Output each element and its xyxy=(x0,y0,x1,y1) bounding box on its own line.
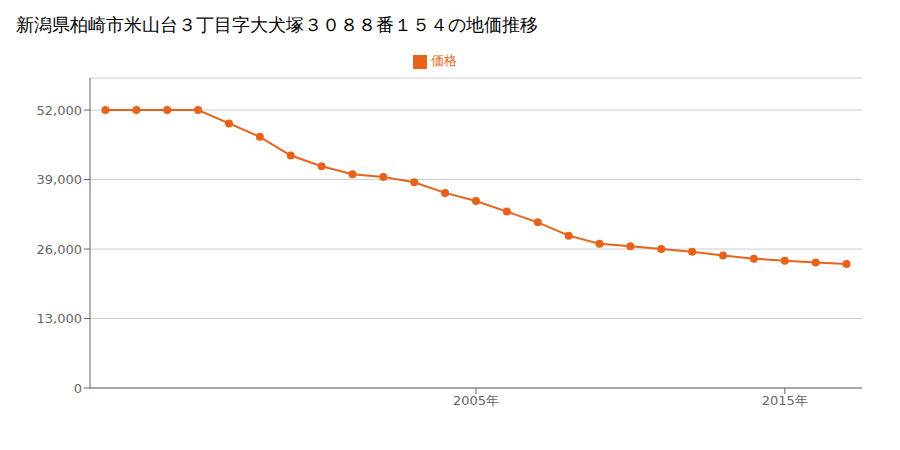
svg-text:26,000: 26,000 xyxy=(37,242,83,257)
svg-text:0: 0 xyxy=(74,381,82,396)
html-text:価格: 価格 xyxy=(431,53,457,68)
svg-text:13,000: 13,000 xyxy=(37,311,83,326)
svg-text:52,000: 52,000 xyxy=(37,103,83,118)
svg-text:2015年: 2015年 xyxy=(762,393,808,408)
svg-text:39,000: 39,000 xyxy=(37,172,83,187)
svg-text:2005年: 2005年 xyxy=(453,393,499,408)
html-text:新潟県柏崎市米山台３丁目字大犬塚３０８８番１５４の地価推移: 新潟県柏崎市米山台３丁目字大犬塚３０８８番１５４の地価推移 xyxy=(16,14,538,35)
